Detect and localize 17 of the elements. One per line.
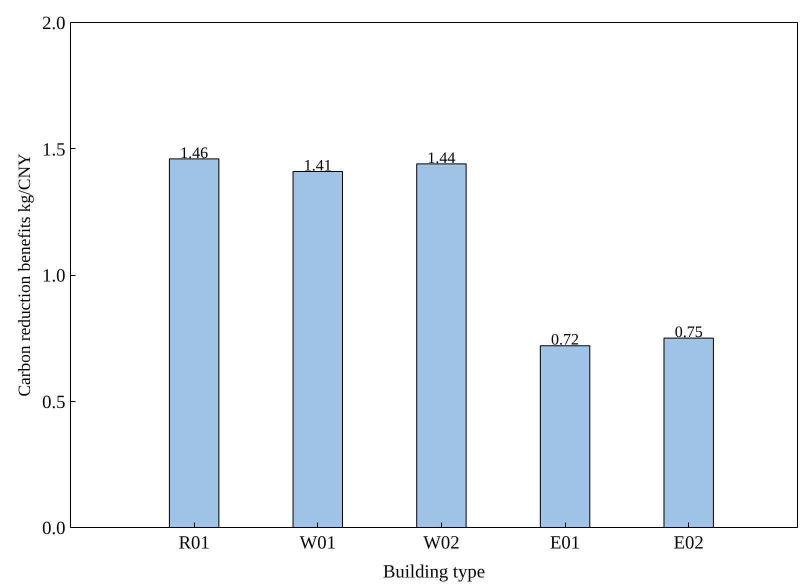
data-label: 0.72 [551,332,580,349]
data-label: 1.46 [180,144,208,162]
y-tick-label: 1.5 [42,139,66,160]
y-axis-title: Carbon reduction benefits kg/CNY [15,153,34,397]
y-tick-label: 0.0 [42,518,66,539]
x-tick-label: W02 [423,532,460,554]
x-tick-label: E02 [674,532,704,554]
x-tick-label: E01 [550,532,580,554]
data-label: 1.44 [427,150,456,167]
x-tick-label: W01 [300,532,336,554]
x-axis-title: Building type [382,562,486,582]
y-tick-label: 2.0 [42,13,66,34]
data-label: 0.75 [674,324,703,342]
y-tick-label: 1.0 [42,266,66,286]
x-tick-label: R01 [178,532,210,554]
data-label: 1.41 [304,157,332,174]
y-tick-label: 0.5 [42,392,66,413]
